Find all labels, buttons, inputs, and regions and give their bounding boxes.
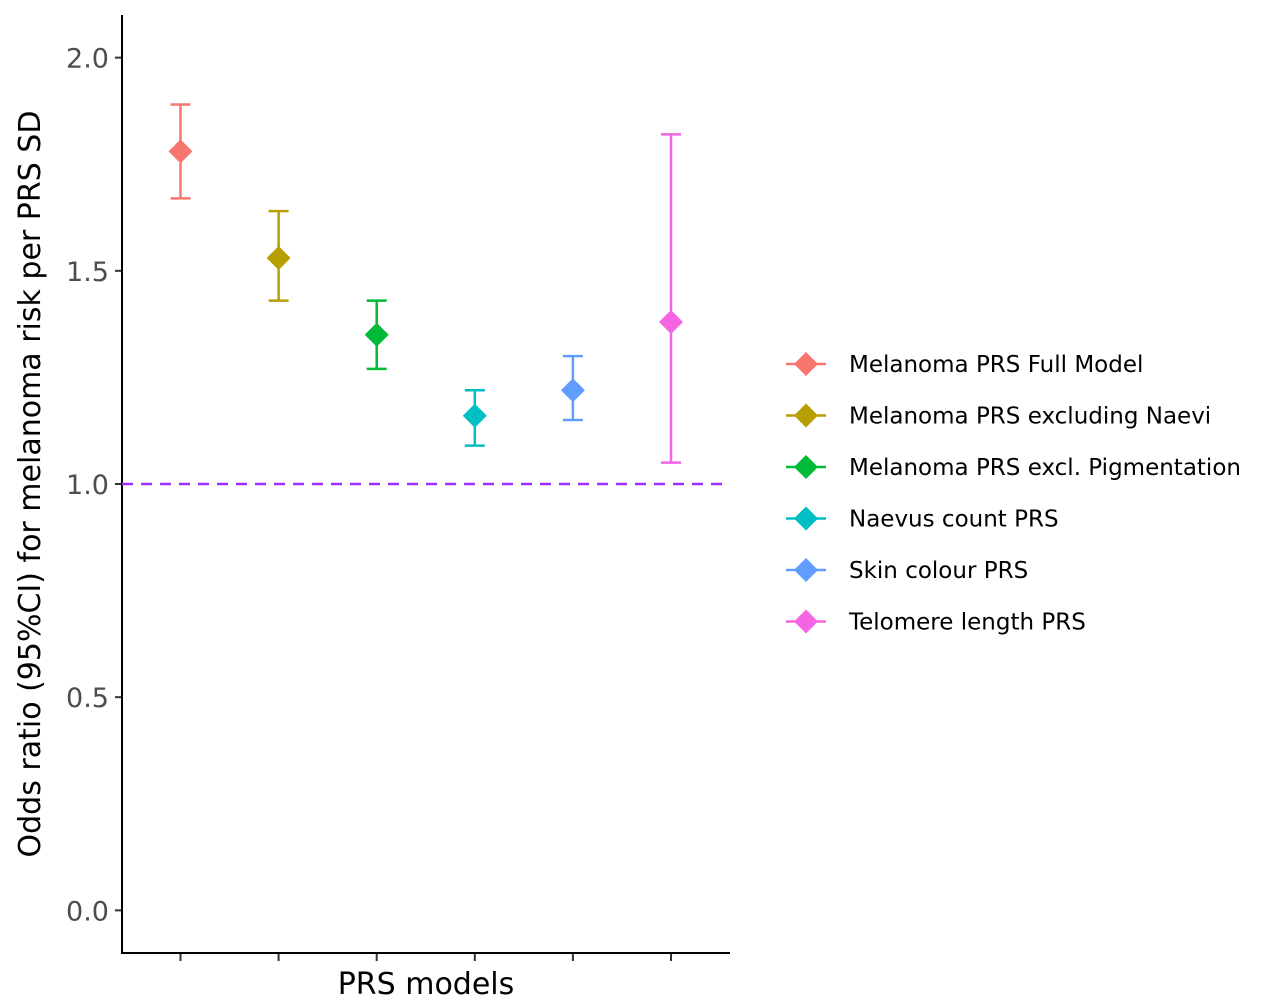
- legend-key-diamond: [794, 506, 818, 531]
- legend-label: Melanoma PRS excluding Naevi: [849, 404, 1211, 430]
- data-point: [560, 378, 585, 403]
- data-point-group: [462, 388, 487, 447]
- legend-entry: Melanoma PRS excluding Naevi: [786, 403, 1211, 430]
- y-tick-label: 1.0: [66, 470, 109, 501]
- data-point: [168, 139, 193, 164]
- legend-label: Naevus count PRS: [849, 507, 1059, 533]
- y-axis-title: Odds ratio (95%CI) for melanoma risk per…: [13, 111, 48, 858]
- data-point-group: [364, 299, 389, 371]
- y-tick-label: 2.0: [66, 44, 109, 75]
- data-point: [364, 322, 389, 347]
- legend-key-diamond: [794, 455, 818, 479]
- legend-entry: Skin colour PRS: [786, 558, 1028, 584]
- legend-key-diamond: [794, 558, 818, 582]
- legend-entry: Naevus count PRS: [786, 506, 1059, 533]
- data-point-group: [168, 103, 193, 200]
- data-point-group: [266, 209, 291, 302]
- x-axis-title: PRS models: [338, 967, 515, 999]
- data-point-group: [659, 133, 683, 464]
- legend-label: Skin colour PRS: [849, 558, 1028, 584]
- y-axis-ticks: 0.0 0.5 1.0 1.5 2.0: [66, 44, 122, 927]
- legend-entry: Melanoma PRS excl. Pigmentation: [786, 455, 1241, 481]
- legend-label: Melanoma PRS excl. Pigmentation: [849, 455, 1241, 481]
- y-tick-label: 0.5: [66, 683, 109, 714]
- legend-entry: Telomere length PRS: [786, 609, 1086, 636]
- legend-key-diamond: [794, 609, 818, 634]
- legend-key-diamond: [794, 403, 818, 428]
- data-marks: [168, 103, 683, 464]
- y-tick-label: 1.5: [66, 257, 109, 288]
- legend-entry: Melanoma PRS Full Model: [786, 352, 1143, 378]
- data-point: [462, 403, 487, 428]
- x-axis-ticks: [179, 953, 672, 961]
- data-point-group: [560, 354, 585, 422]
- legend-label: Telomere length PRS: [848, 610, 1086, 636]
- y-tick-label: 0.0: [66, 896, 109, 927]
- data-point: [266, 246, 291, 271]
- legend-label: Melanoma PRS Full Model: [849, 352, 1143, 378]
- legend: Melanoma PRS Full Model Melanoma PRS excl…: [786, 352, 1241, 636]
- legend-key-diamond: [794, 352, 818, 376]
- data-point: [659, 309, 683, 334]
